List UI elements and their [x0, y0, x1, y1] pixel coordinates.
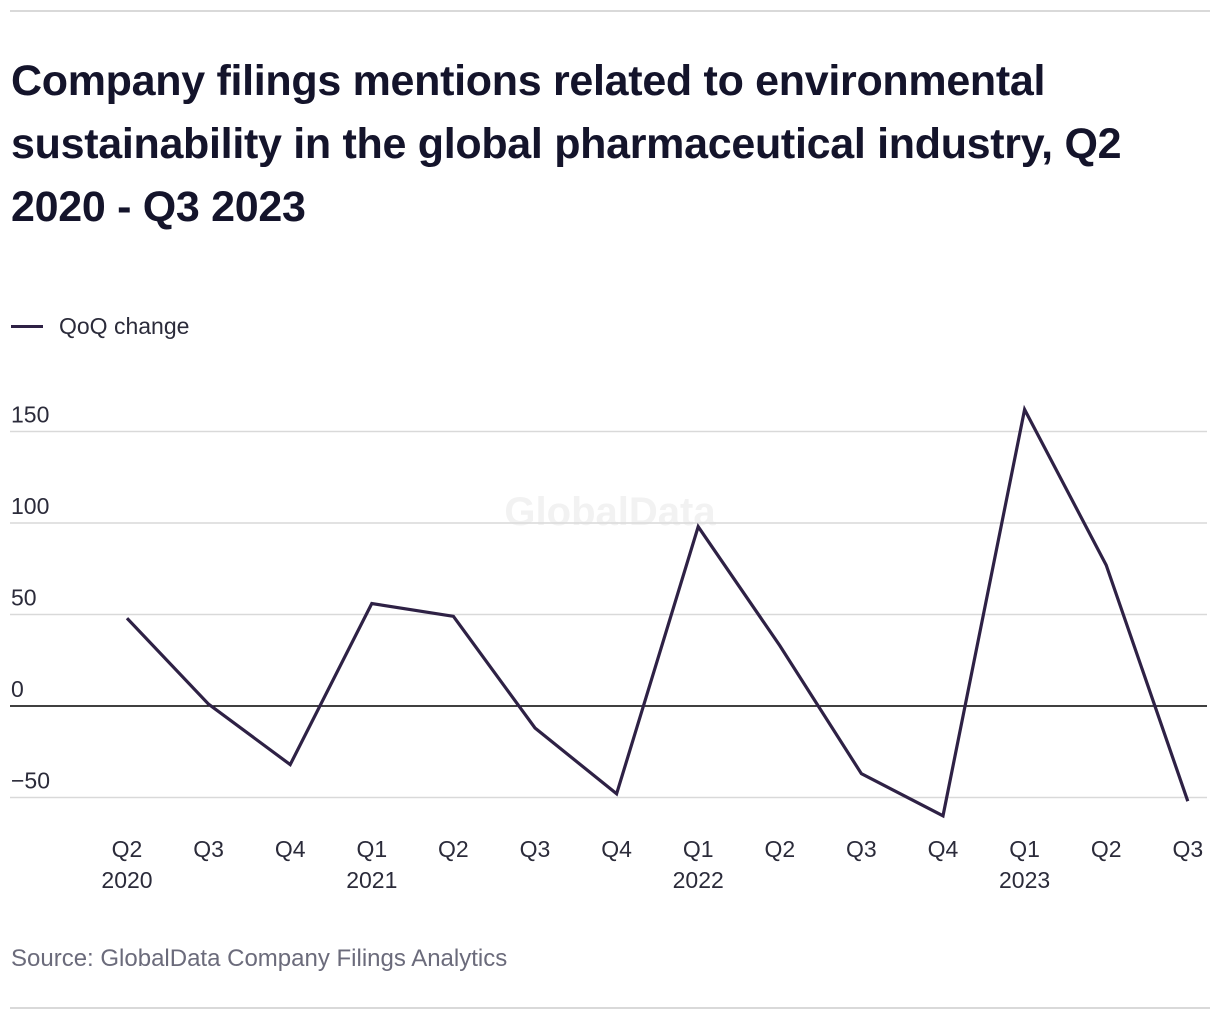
x-tick-label: Q3 — [846, 836, 877, 862]
watermark-text: GlobalData — [504, 490, 716, 534]
series-layer — [125, 404, 1190, 819]
data-point — [1104, 563, 1108, 567]
data-point — [207, 702, 211, 706]
x-axis-ticks: Q2 2020 Q3 Q4 Q1 2021 Q2 Q3 Q4 Q1 2022 Q2 Q3 Q4 Q1 2023… — [101, 836, 1203, 893]
x-tick-label: Q2 — [764, 836, 795, 862]
x-tick-year-label: 2021 — [346, 867, 397, 893]
data-point — [1186, 799, 1190, 803]
y-tick-label: 100 — [11, 493, 49, 519]
data-point — [615, 792, 619, 796]
x-tick-year-label: 2020 — [101, 867, 152, 893]
legend-label-qoq-change: QoQ change — [59, 312, 190, 339]
x-tick-label: Q2 — [438, 836, 469, 862]
data-point — [859, 772, 863, 776]
x-tick-label: Q3 — [193, 836, 224, 862]
y-tick-label: −50 — [11, 768, 50, 794]
y-axis-ticks: −50 0 50 100 150 — [11, 402, 50, 794]
data-point — [370, 602, 374, 606]
x-tick-label: Q4 — [601, 836, 632, 862]
source-note: Source: GlobalData Company Filings Analy… — [11, 945, 508, 972]
chart-legend: QoQ change — [11, 312, 189, 340]
data-point — [125, 616, 129, 620]
series-line-qoq-change — [125, 404, 1190, 819]
bottom-divider — [10, 1007, 1210, 1009]
data-point — [533, 726, 537, 730]
x-tick-label: Q3 — [520, 836, 551, 862]
data-point — [451, 614, 455, 618]
top-divider — [10, 10, 1210, 12]
x-tick-label: Q1 — [1009, 836, 1040, 862]
data-point — [941, 814, 945, 818]
data-point — [778, 644, 782, 648]
x-tick-label: Q3 — [1172, 836, 1203, 862]
y-tick-label: 50 — [11, 585, 37, 611]
x-tick-label: Q4 — [928, 836, 959, 862]
data-point — [696, 525, 700, 529]
x-tick-label: Q2 — [112, 836, 143, 862]
x-tick-label: Q2 — [1091, 836, 1122, 862]
gridlines — [10, 430, 1207, 799]
data-point — [1023, 408, 1027, 412]
x-tick-year-label: 2022 — [673, 867, 724, 893]
x-tick-year-label: 2023 — [999, 867, 1050, 893]
x-tick-label: Q4 — [275, 836, 306, 862]
legend-swatch-qoq-change — [11, 324, 43, 328]
chart-title: Company filings mentions related to envi… — [11, 57, 1122, 231]
x-tick-label: Q1 — [683, 836, 714, 862]
data-point — [288, 763, 292, 767]
y-tick-label: 0 — [11, 676, 24, 702]
x-tick-label: Q1 — [356, 836, 387, 862]
line-chart: GlobalData −50 0 50 100 150 Q2 2020 Q3 Q4 Q1 2021… — [10, 402, 1207, 893]
y-tick-label: 150 — [11, 402, 49, 428]
